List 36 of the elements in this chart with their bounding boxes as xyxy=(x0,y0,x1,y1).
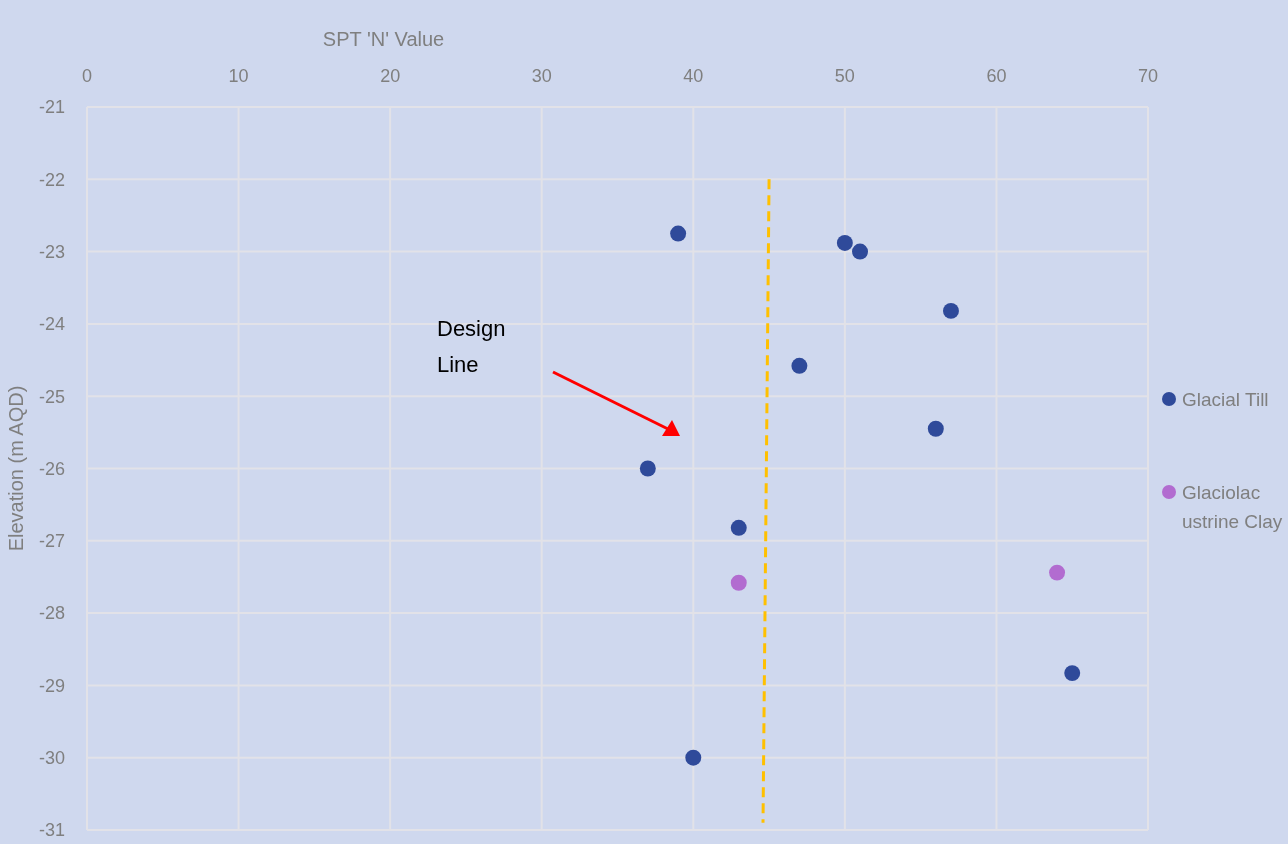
y-tick-label: -23 xyxy=(38,241,65,262)
y-tick-label: -22 xyxy=(38,169,65,190)
x-tick-label: 70 xyxy=(1137,66,1159,86)
y-tick-label: -31 xyxy=(38,820,65,841)
point xyxy=(927,420,944,437)
x-tick-label: 0 xyxy=(81,66,93,86)
y-tick-label: -29 xyxy=(38,675,65,696)
point xyxy=(730,574,747,591)
x-tick-label: 40 xyxy=(683,66,704,86)
x-tick-label: 20 xyxy=(380,66,401,86)
x-tick-label: 60 xyxy=(986,66,1007,86)
y-axis-title: Elevation (m AQD) xyxy=(5,385,27,552)
y-tick-label: -25 xyxy=(38,386,65,407)
y-tick-label: -21 xyxy=(38,97,65,118)
y-tick-label: -30 xyxy=(38,748,65,768)
y-tick-label: -24 xyxy=(38,314,65,335)
point xyxy=(1049,564,1066,581)
x-tick-label: 50 xyxy=(834,66,855,86)
x-axis-title: SPT 'N' Value xyxy=(322,28,445,50)
point xyxy=(685,749,702,766)
point xyxy=(730,519,747,536)
x-tick-label: 10 xyxy=(228,66,249,86)
point xyxy=(791,357,808,374)
annotation: Design Line xyxy=(437,316,506,377)
legend-label: Glaciolacustrine Clay xyxy=(1182,481,1283,532)
legend-label: Glacial Till xyxy=(1182,388,1269,410)
point xyxy=(1064,665,1081,682)
point xyxy=(852,243,868,260)
point xyxy=(942,302,959,319)
y-tick-label: -28 xyxy=(38,603,65,624)
y-tick-label: -27 xyxy=(38,531,65,552)
point xyxy=(836,234,853,251)
point xyxy=(639,460,656,477)
x-tick-label: 30 xyxy=(531,66,552,86)
point xyxy=(670,225,687,242)
y-tick-label: -26 xyxy=(38,458,65,479)
